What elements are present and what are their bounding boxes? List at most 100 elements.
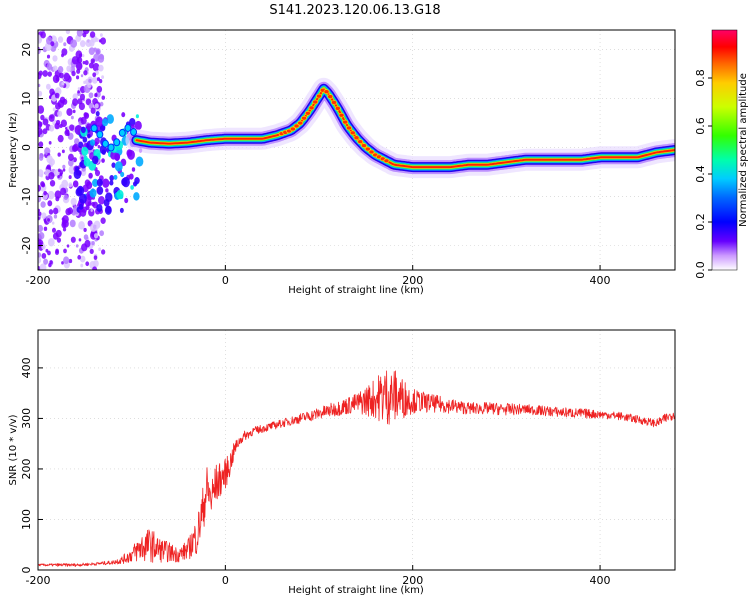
spectrogram-noise-blob <box>116 189 124 200</box>
spectrogram-x-tick-label: 400 <box>590 274 611 287</box>
spectrogram-noise-blob <box>66 244 70 248</box>
spectrogram-noise-blob <box>62 164 66 169</box>
spectrogram-noise-blob <box>47 190 55 200</box>
spectrogram-noise-blob <box>88 92 94 99</box>
spectrogram-noise-blob <box>120 171 125 178</box>
spectrogram-noise-blob <box>96 85 103 93</box>
spectrogram-x-tick-label: -200 <box>26 274 51 287</box>
spectrogram-noise-blob <box>48 114 55 122</box>
colorbar-tick-label: 0.2 <box>694 213 707 231</box>
spectrogram-noise-blob <box>38 121 43 127</box>
spectrogram-noise-blob <box>57 134 64 143</box>
spectrogram-noise-blob <box>48 141 52 145</box>
spectrogram-y-tick-label: 20 <box>20 43 33 57</box>
spectrogram-noise-blob <box>70 39 78 48</box>
spectrogram-noise-blob <box>81 54 85 58</box>
spectrogram-ridge-bead <box>113 138 121 147</box>
snr-y-tick-label: 200 <box>20 458 33 479</box>
spectrogram-ridge-bead <box>323 89 330 95</box>
spectrogram-noise-blob <box>38 252 42 258</box>
spectrogram-noise-blob <box>47 71 52 77</box>
spectrogram-noise-blob <box>40 114 45 121</box>
spectrogram-noise-blob <box>71 70 76 77</box>
spectrogram-noise-blob <box>55 102 61 110</box>
spectrogram-noise-blob <box>83 80 86 85</box>
spectrogram-panel: -200 0 200 400 -20 -10 0 10 20 Height of straig… <box>8 29 676 296</box>
spectrogram-noise-blob <box>119 207 124 213</box>
spectrogram-ridge-bead <box>293 123 300 129</box>
spectrogram-noise-blob <box>38 90 43 97</box>
spectrogram-noise-blob <box>88 172 93 179</box>
snr-y-ticks: 0 100 200 300 400 <box>20 357 43 574</box>
spectrogram-noise-blob <box>133 192 140 201</box>
spectrogram-noise-blob <box>40 201 46 208</box>
spectrogram-ridge-bead <box>316 93 322 99</box>
spectrogram-noise-blob <box>48 209 54 215</box>
spectrogram-noise-blob <box>38 208 41 213</box>
spectrogram-noise-blob <box>98 247 102 252</box>
spectrogram-noise-blob <box>77 87 81 91</box>
spectrogram-ridge-bead <box>342 119 349 125</box>
spectrogram-noise-blob <box>59 172 63 177</box>
colorbar-tick-label: 0.8 <box>694 69 707 87</box>
spectrogram-noise-blob <box>69 124 75 131</box>
spectrogram-ridge-bead <box>130 128 138 137</box>
spectrogram-noise-blob <box>100 217 106 224</box>
spectrogram-noise-blob <box>74 166 80 172</box>
colorbar-ticks: 0.0 0.2 0.4 0.6 0.8 <box>694 69 712 279</box>
spectrogram-noise-blob <box>90 107 96 114</box>
spectrogram-noise-blob <box>38 256 42 264</box>
spectrogram-x-tick-label: 0 <box>222 274 229 287</box>
spectrogram-ridge-bead <box>312 99 319 105</box>
spectrogram-noise-blob <box>39 263 47 270</box>
spectrogram-noise-blob <box>101 158 105 163</box>
spectrogram-noise-blob <box>135 156 144 167</box>
spectrogram-noise-blob <box>69 219 76 228</box>
spectrogram-noise-blob <box>50 41 55 47</box>
spectrogram-noise-blob <box>48 262 52 268</box>
spectrogram-noise-blob <box>92 266 98 270</box>
spectrogram-noise-blob <box>90 208 93 212</box>
spectrogram-ridge-bead <box>304 110 311 116</box>
colorbar-label: Normalized spectral amplitude <box>738 73 749 227</box>
spectrogram-noise-blob <box>72 157 77 163</box>
spectrogram-noise-blob <box>88 47 95 56</box>
spectrogram-noise-blob <box>40 181 45 187</box>
spectrogram-noise-blob <box>68 165 76 175</box>
spectrogram-noise-blob <box>95 93 98 97</box>
spectrogram-noise-blob <box>48 171 55 180</box>
spectrogram-noise-blob <box>38 169 44 177</box>
spectrogram-noise-blob <box>92 178 99 188</box>
spectrogram-noise-blob <box>95 48 101 56</box>
spectrogram-noise-blob <box>56 237 62 243</box>
spectrogram-noise-blob <box>62 98 68 105</box>
spectrogram-noise-blob <box>46 54 51 59</box>
spectrogram-noise-blob <box>121 112 126 118</box>
spectrogram-noise-blob <box>111 162 116 168</box>
spectrogram-noise-blob <box>65 30 71 35</box>
spectrogram-noise-blob <box>84 112 90 119</box>
spectrogram-noise-blob <box>57 110 63 117</box>
spectrogram-noise-blob <box>82 32 87 38</box>
spectrogram-noise-blob <box>75 75 80 80</box>
spectrogram-noise-blob <box>127 149 135 160</box>
spectrogram-ridge-bead <box>90 124 98 133</box>
spectrogram-noise-blob <box>135 114 139 119</box>
spectrogram-noise-blob <box>54 92 60 99</box>
spectrogram-y-axis-label: Frequency (Hz) <box>8 112 19 188</box>
spectrogram-noise-blob <box>87 82 92 89</box>
spectrogram-noise-blob <box>80 116 87 125</box>
snr-frame <box>37 329 676 571</box>
spectrogram-noise-blob <box>131 167 136 172</box>
spectrogram-noise-blob <box>38 83 41 88</box>
spectrogram-noise-blob <box>68 175 72 180</box>
snr-y-tick-label: 0 <box>20 567 33 574</box>
colorbar: 0.0 0.2 0.4 0.6 0.8 Normalized spectral ampl… <box>694 29 749 279</box>
spectrogram-noise-blob <box>52 65 58 72</box>
spectrogram-noise-blob <box>103 198 110 207</box>
spectrogram-noise-blob <box>83 70 88 76</box>
spectrogram-noise-blob <box>134 120 142 131</box>
spectrogram-noise-blob <box>40 31 46 39</box>
spectrogram-noise-blob <box>78 193 87 204</box>
